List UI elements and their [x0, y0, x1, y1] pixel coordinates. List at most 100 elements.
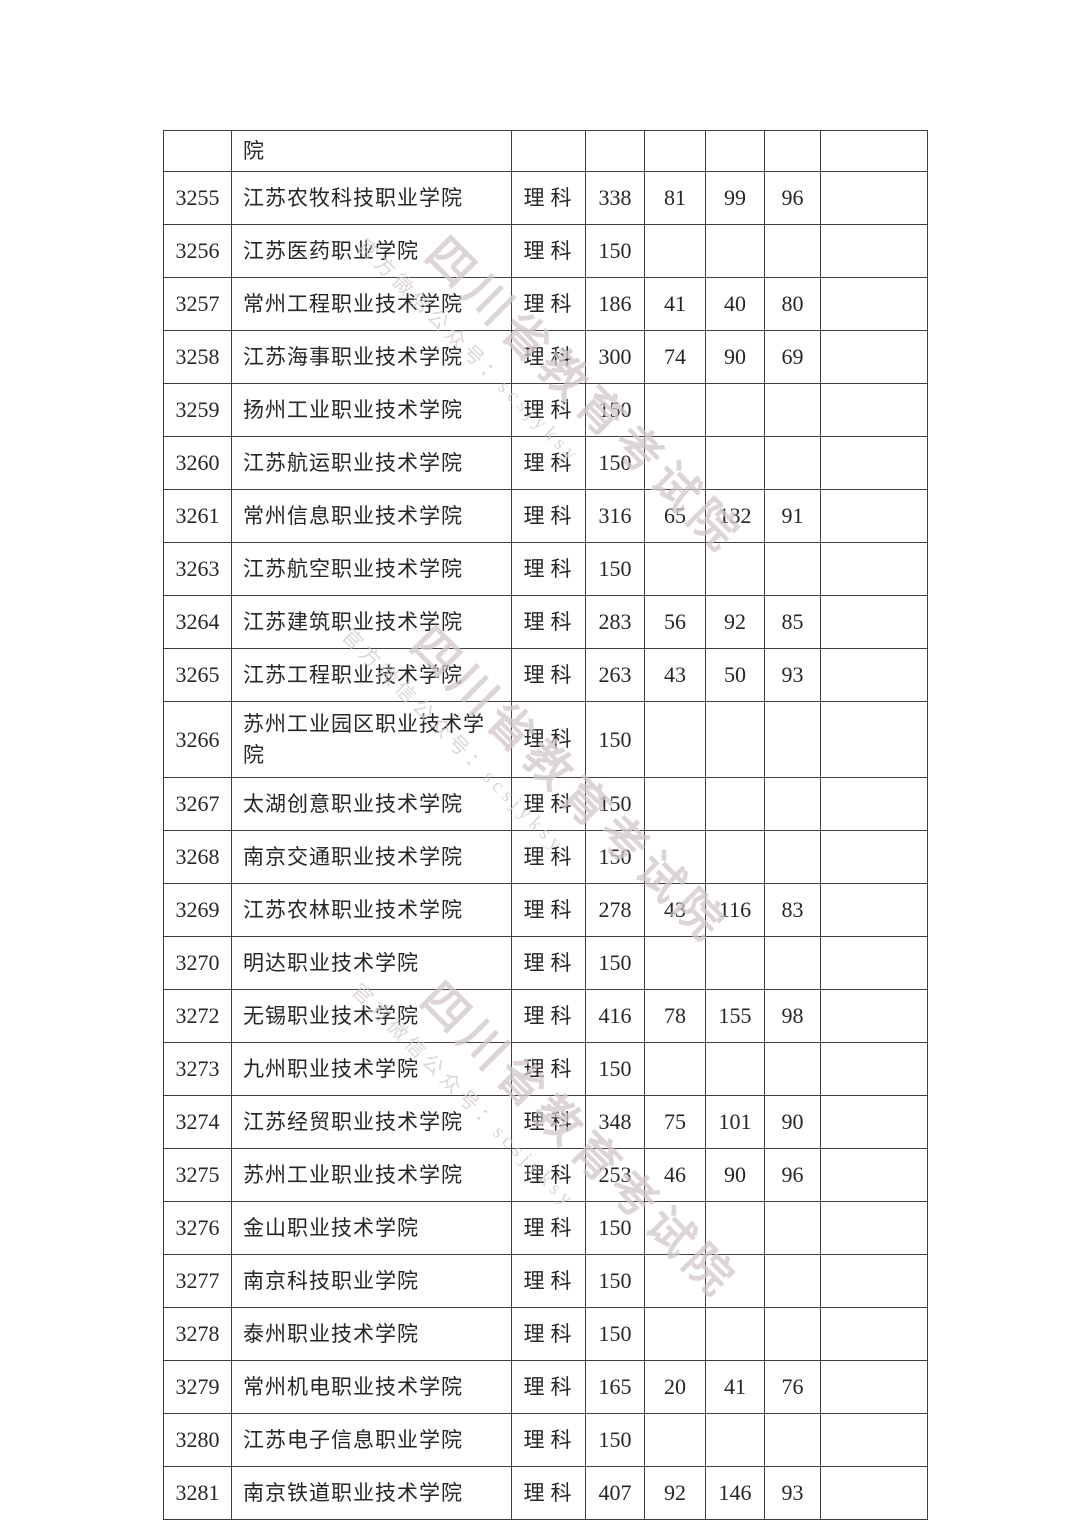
table-cell: 3280 — [163, 1413, 232, 1467]
table-cell: 江苏农林职业技术学院 — [231, 883, 512, 937]
table-row: 3261 常州信息职业技术学院 理科 316 65 132 91 — [163, 489, 928, 543]
table-cell — [820, 224, 928, 278]
table-cell: 理科 — [511, 936, 586, 990]
table-cell: 150 — [585, 1254, 645, 1308]
table-cell — [585, 130, 645, 172]
table-cell — [705, 542, 765, 596]
table-cell — [820, 989, 928, 1043]
table-cell: 理科 — [511, 1201, 586, 1255]
table-cell: 理科 — [511, 830, 586, 884]
table-cell: 155 — [705, 989, 765, 1043]
table-cell: 98 — [764, 989, 821, 1043]
table-cell: 81 — [644, 171, 706, 225]
table-row: 3276 金山职业技术学院 理科 150 — [163, 1201, 928, 1255]
table-cell: 3265 — [163, 648, 232, 702]
table-cell: 90 — [705, 330, 765, 384]
table-cell — [820, 1254, 928, 1308]
table-cell — [705, 936, 765, 990]
table-row: 3279 常州机电职业技术学院 理科 165 20 41 76 — [163, 1360, 928, 1414]
table-cell — [820, 436, 928, 490]
table-cell — [764, 1254, 821, 1308]
table-row: 3265 江苏工程职业技术学院 理科 263 43 50 93 — [163, 648, 928, 702]
table-cell: 常州信息职业技术学院 — [231, 489, 512, 543]
table-row: 3258 江苏海事职业技术学院 理科 300 74 90 69 — [163, 330, 928, 384]
table-cell — [820, 489, 928, 543]
table-cell — [764, 1201, 821, 1255]
table-cell: 理科 — [511, 489, 586, 543]
table-cell — [705, 1254, 765, 1308]
table-cell: 3269 — [163, 883, 232, 937]
table-cell: 278 — [585, 883, 645, 937]
table-cell: 3273 — [163, 1042, 232, 1096]
table-cell: 理科 — [511, 883, 586, 937]
table-cell — [511, 130, 586, 172]
table-cell: 理科 — [511, 436, 586, 490]
table-cell: 常州机电职业技术学院 — [231, 1360, 512, 1414]
table-cell: 283 — [585, 595, 645, 649]
table-row: 3256 江苏医药职业学院 理科 150 — [163, 224, 928, 278]
table-cell: 3255 — [163, 171, 232, 225]
table-cell — [764, 383, 821, 437]
table-cell: 92 — [644, 1466, 706, 1520]
table-cell: 186 — [585, 277, 645, 331]
table-cell: 65 — [644, 489, 706, 543]
table-cell — [820, 777, 928, 831]
table-cell — [820, 1201, 928, 1255]
table-cell: 150 — [585, 1042, 645, 1096]
table-cell — [764, 1413, 821, 1467]
table-cell: 太湖创意职业技术学院 — [231, 777, 512, 831]
table-cell — [820, 1413, 928, 1467]
table-cell: 江苏航空职业技术学院 — [231, 542, 512, 596]
table-row: 3257 常州工程职业技术学院 理科 186 41 40 80 — [163, 277, 928, 331]
table-cell — [820, 1307, 928, 1361]
table-cell: 理科 — [511, 330, 586, 384]
table-cell: 3257 — [163, 277, 232, 331]
table-cell: 理科 — [511, 542, 586, 596]
table-cell: 江苏工程职业技术学院 — [231, 648, 512, 702]
table-row: 3272 无锡职业技术学院 理科 416 78 155 98 — [163, 989, 928, 1043]
table-cell: 90 — [764, 1095, 821, 1149]
table-cell: 江苏经贸职业技术学院 — [231, 1095, 512, 1149]
table-cell: 43 — [644, 883, 706, 937]
table-cell — [764, 701, 821, 778]
table-cell: 南京交通职业技术学院 — [231, 830, 512, 884]
table-cell — [820, 648, 928, 702]
table-cell — [644, 542, 706, 596]
table-cell: 150 — [585, 701, 645, 778]
table-cell — [764, 830, 821, 884]
table-cell — [644, 1201, 706, 1255]
table-cell: 金山职业技术学院 — [231, 1201, 512, 1255]
table-row: 3269 江苏农林职业技术学院 理科 278 43 116 83 — [163, 883, 928, 937]
table-cell: 理科 — [511, 1095, 586, 1149]
table-cell: 理科 — [511, 1466, 586, 1520]
table-cell: 90 — [705, 1148, 765, 1202]
table-cell — [644, 1042, 706, 1096]
table-cell: 九州职业技术学院 — [231, 1042, 512, 1096]
table-cell: 3278 — [163, 1307, 232, 1361]
table-cell — [764, 130, 821, 172]
table-row: 3260 江苏航运职业技术学院 理科 150 — [163, 436, 928, 490]
table-cell: 253 — [585, 1148, 645, 1202]
table-cell — [644, 1307, 706, 1361]
table-cell — [764, 1307, 821, 1361]
table-cell — [820, 171, 928, 225]
table-cell: 无锡职业技术学院 — [231, 989, 512, 1043]
table-cell: 3258 — [163, 330, 232, 384]
table-cell: 3279 — [163, 1360, 232, 1414]
table-cell — [820, 330, 928, 384]
table-cell: 苏州工业职业技术学院 — [231, 1148, 512, 1202]
table-cell: 理科 — [511, 277, 586, 331]
table-row: 3281 南京铁道职业技术学院 理科 407 92 146 93 — [163, 1466, 928, 1520]
table-cell: 41 — [644, 277, 706, 331]
table-cell: 150 — [585, 777, 645, 831]
table-row: 3263 江苏航空职业技术学院 理科 150 — [163, 542, 928, 596]
table-cell: 91 — [764, 489, 821, 543]
table-cell — [820, 1095, 928, 1149]
table-cell: 江苏农牧科技职业学院 — [231, 171, 512, 225]
table-cell: 理科 — [511, 1148, 586, 1202]
table-cell: 院 — [231, 130, 512, 172]
table-cell: 101 — [705, 1095, 765, 1149]
table-cell — [820, 1466, 928, 1520]
table-cell: 理科 — [511, 701, 586, 778]
